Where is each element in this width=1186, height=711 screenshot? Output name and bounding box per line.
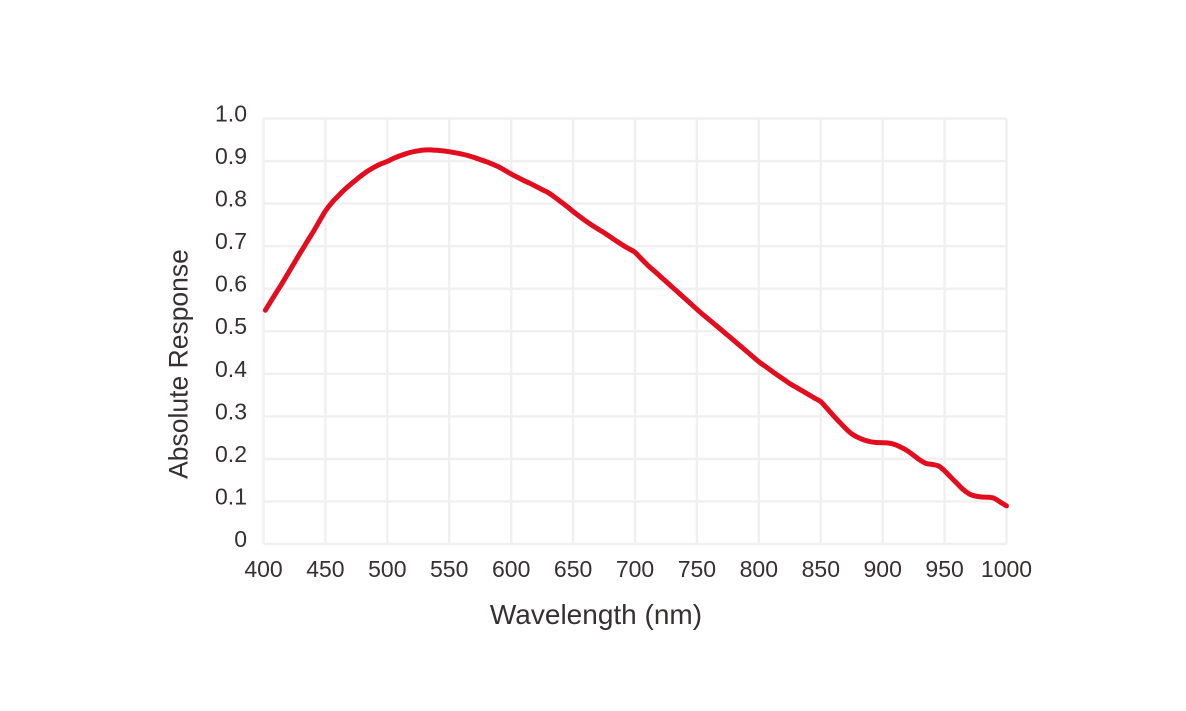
svg-text:800: 800: [740, 556, 778, 582]
svg-text:0.6: 0.6: [215, 271, 247, 297]
svg-text:0.7: 0.7: [215, 228, 247, 254]
svg-text:550: 550: [430, 556, 468, 582]
svg-text:500: 500: [368, 556, 406, 582]
svg-text:950: 950: [925, 556, 963, 582]
svg-text:0.4: 0.4: [215, 356, 247, 382]
svg-text:700: 700: [616, 556, 654, 582]
svg-text:600: 600: [492, 556, 530, 582]
svg-text:0.1: 0.1: [215, 483, 247, 509]
svg-text:0.8: 0.8: [215, 186, 247, 212]
svg-text:400: 400: [244, 556, 282, 582]
svg-text:0.2: 0.2: [215, 441, 247, 467]
svg-text:900: 900: [864, 556, 902, 582]
svg-text:0.3: 0.3: [215, 398, 247, 424]
svg-text:750: 750: [678, 556, 716, 582]
svg-text:Absolute Response: Absolute Response: [164, 249, 194, 479]
svg-text:1.0: 1.0: [215, 101, 247, 127]
svg-text:650: 650: [554, 556, 592, 582]
svg-text:450: 450: [306, 556, 344, 582]
svg-text:850: 850: [802, 556, 840, 582]
svg-text:0.9: 0.9: [215, 143, 247, 169]
svg-text:0: 0: [234, 526, 247, 552]
svg-text:0.5: 0.5: [215, 313, 247, 339]
svg-text:1000: 1000: [981, 556, 1032, 582]
svg-text:Wavelength (nm): Wavelength (nm): [490, 599, 702, 630]
